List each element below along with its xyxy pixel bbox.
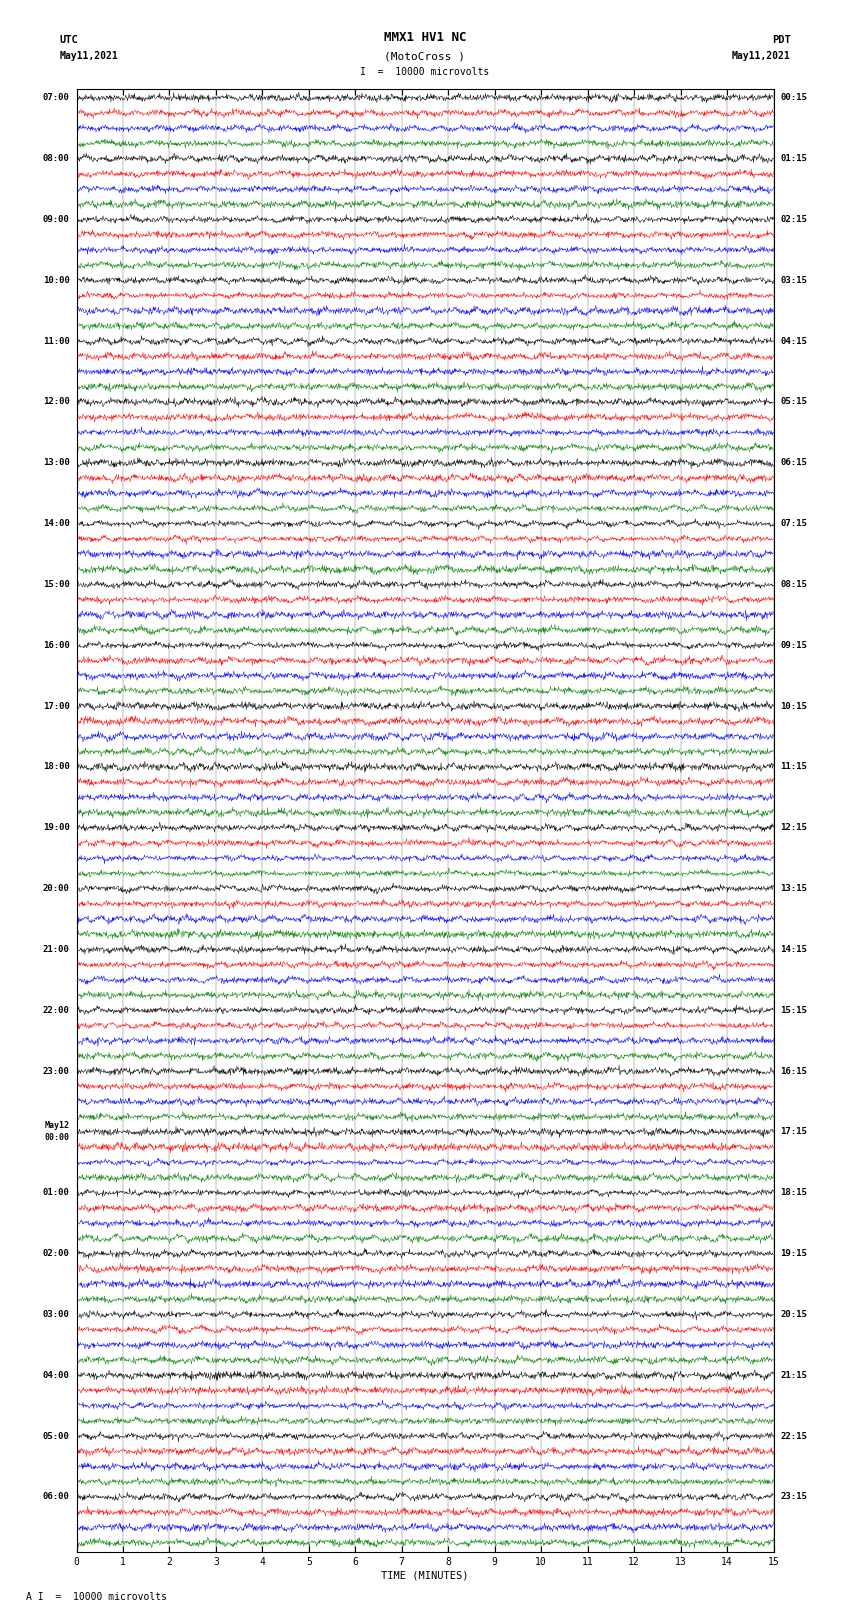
Text: 21:15: 21:15 — [780, 1371, 808, 1379]
Text: 17:15: 17:15 — [780, 1127, 808, 1137]
Text: May11,2021: May11,2021 — [60, 52, 118, 61]
Text: May11,2021: May11,2021 — [732, 52, 791, 61]
Text: 05:00: 05:00 — [42, 1432, 70, 1440]
Text: 08:00: 08:00 — [42, 155, 70, 163]
Text: May12: May12 — [44, 1121, 70, 1131]
Text: 16:00: 16:00 — [42, 640, 70, 650]
Text: 20:15: 20:15 — [780, 1310, 808, 1319]
Text: 23:15: 23:15 — [780, 1492, 808, 1502]
Text: 22:00: 22:00 — [42, 1007, 70, 1015]
Text: 06:00: 06:00 — [42, 1492, 70, 1502]
Text: 09:00: 09:00 — [42, 215, 70, 224]
Text: 04:15: 04:15 — [780, 337, 808, 345]
Text: 17:00: 17:00 — [42, 702, 70, 711]
Text: 23:00: 23:00 — [42, 1066, 70, 1076]
Text: 22:15: 22:15 — [780, 1432, 808, 1440]
Text: 13:15: 13:15 — [780, 884, 808, 894]
Text: 15:00: 15:00 — [42, 581, 70, 589]
Text: 02:00: 02:00 — [42, 1248, 70, 1258]
Text: 01:00: 01:00 — [42, 1189, 70, 1197]
Text: 19:15: 19:15 — [780, 1248, 808, 1258]
Text: (MotoCross ): (MotoCross ) — [384, 52, 466, 61]
Text: 11:15: 11:15 — [780, 763, 808, 771]
Text: 18:00: 18:00 — [42, 763, 70, 771]
Text: I  =  10000 microvolts: I = 10000 microvolts — [360, 68, 490, 77]
Text: PDT: PDT — [772, 35, 791, 45]
Text: 19:00: 19:00 — [42, 823, 70, 832]
Text: 04:00: 04:00 — [42, 1371, 70, 1379]
Text: 01:15: 01:15 — [780, 155, 808, 163]
Text: A I  =  10000 microvolts: A I = 10000 microvolts — [26, 1592, 167, 1602]
Text: 16:15: 16:15 — [780, 1066, 808, 1076]
Text: 06:15: 06:15 — [780, 458, 808, 468]
Text: 02:15: 02:15 — [780, 215, 808, 224]
Text: 11:00: 11:00 — [42, 337, 70, 345]
X-axis label: TIME (MINUTES): TIME (MINUTES) — [382, 1571, 468, 1581]
Text: MMX1 HV1 NC: MMX1 HV1 NC — [383, 31, 467, 44]
Text: 00:00: 00:00 — [44, 1134, 70, 1142]
Text: 08:15: 08:15 — [780, 581, 808, 589]
Text: 15:15: 15:15 — [780, 1007, 808, 1015]
Text: 03:00: 03:00 — [42, 1310, 70, 1319]
Text: 09:15: 09:15 — [780, 640, 808, 650]
Text: 07:15: 07:15 — [780, 519, 808, 527]
Text: 12:00: 12:00 — [42, 397, 70, 406]
Text: 18:15: 18:15 — [780, 1189, 808, 1197]
Text: 13:00: 13:00 — [42, 458, 70, 468]
Text: 12:15: 12:15 — [780, 823, 808, 832]
Text: 10:00: 10:00 — [42, 276, 70, 286]
Text: 21:00: 21:00 — [42, 945, 70, 953]
Text: 20:00: 20:00 — [42, 884, 70, 894]
Text: 05:15: 05:15 — [780, 397, 808, 406]
Text: 10:15: 10:15 — [780, 702, 808, 711]
Text: 14:00: 14:00 — [42, 519, 70, 527]
Text: 07:00: 07:00 — [42, 94, 70, 102]
Text: 03:15: 03:15 — [780, 276, 808, 286]
Text: 14:15: 14:15 — [780, 945, 808, 953]
Text: 00:15: 00:15 — [780, 94, 808, 102]
Text: UTC: UTC — [60, 35, 78, 45]
